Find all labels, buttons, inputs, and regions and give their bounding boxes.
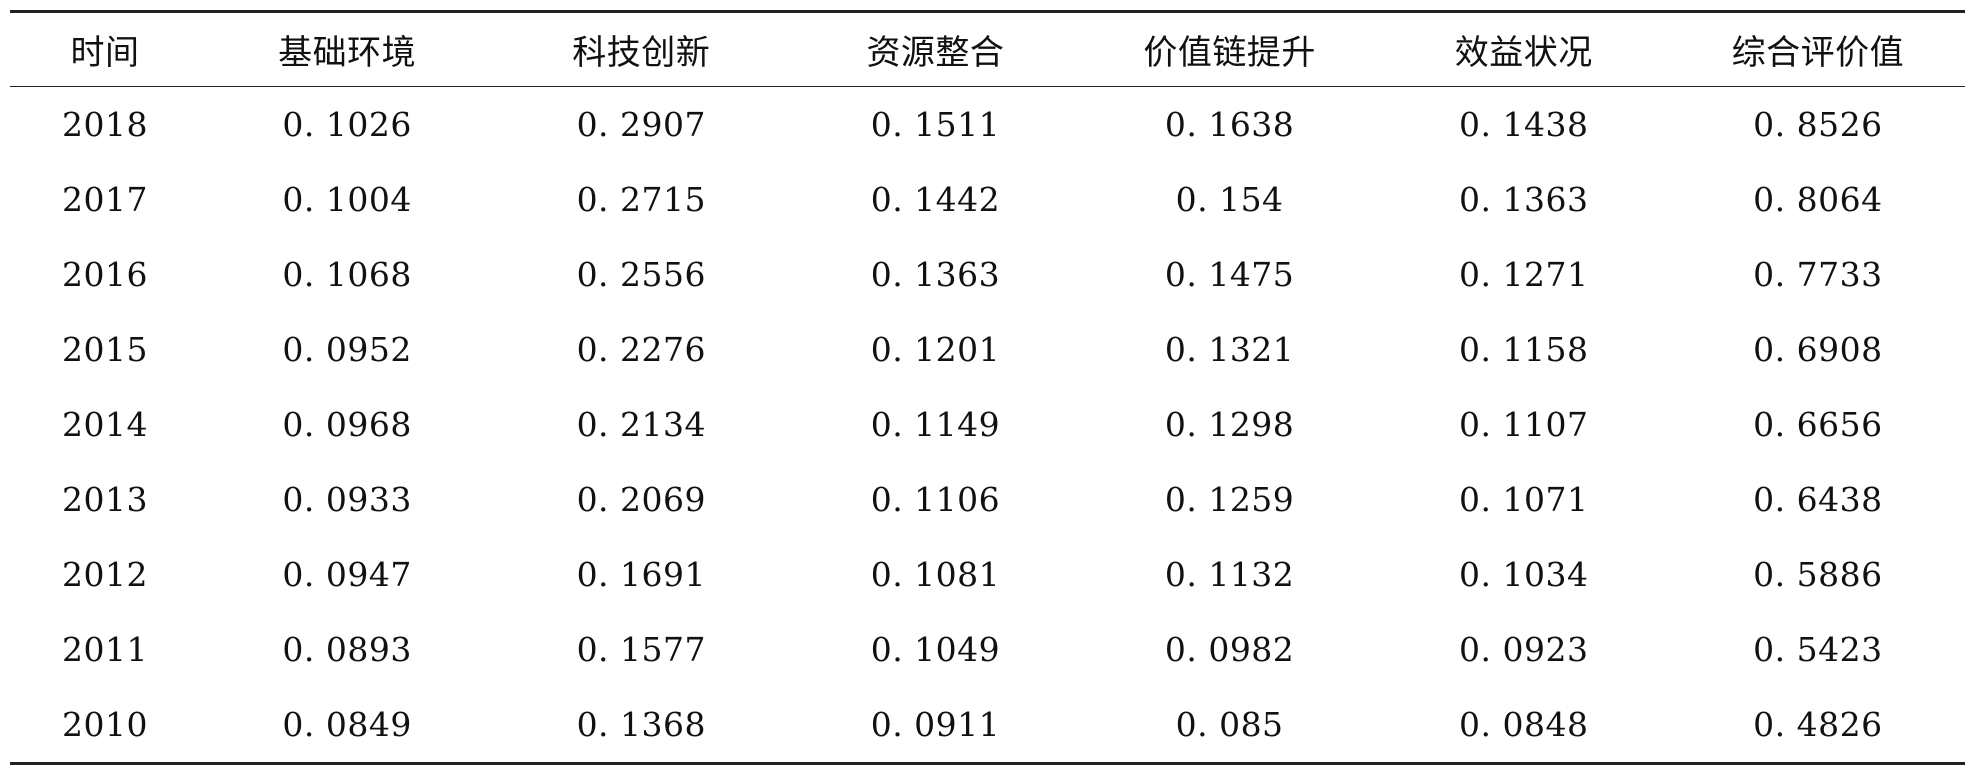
header-basic-environment: 基础环境: [278, 33, 417, 73]
cell-value-chain-upgrade: 0. 1298: [1164, 405, 1295, 444]
cell-value-chain-upgrade: 0. 154: [1175, 180, 1284, 219]
table-row: 2012 0. 0947 0. 1691 0. 1081 0. 1132 0. …: [10, 537, 1965, 612]
evaluation-table: 时间 基础环境 科技创新 资源整合 价值链提升 效益状况 综合评价值 2018 …: [10, 10, 1965, 765]
table-row: 2015 0. 0952 0. 2276 0. 1201 0. 1321 0. …: [10, 312, 1965, 387]
header-benefit-status: 效益状况: [1454, 33, 1593, 73]
header-row: 时间 基础环境 科技创新 资源整合 价值链提升 效益状况 综合评价值: [10, 11, 1965, 87]
table-header: 时间 基础环境 科技创新 资源整合 价值链提升 效益状况 综合评价值: [10, 11, 1965, 87]
cell-basic-environment: 0. 0947: [282, 555, 412, 594]
cell-year: 2012: [62, 555, 149, 594]
cell-year: 2015: [62, 330, 149, 369]
table-row: 2013 0. 0933 0. 2069 0. 1106 0. 1259 0. …: [10, 462, 1965, 537]
cell-composite-score: 0. 4826: [1753, 705, 1883, 744]
cell-composite-score: 0. 8526: [1753, 105, 1883, 144]
cell-tech-innovation: 0. 2069: [576, 480, 707, 519]
table-row: 2014 0. 0968 0. 2134 0. 1149 0. 1298 0. …: [10, 387, 1965, 462]
table-row: 2016 0. 1068 0. 2556 0. 1363 0. 1475 0. …: [10, 237, 1965, 312]
cell-benefit-status: 0. 1034: [1458, 555, 1589, 594]
cell-year: 2011: [62, 630, 149, 669]
evaluation-table-container: 时间 基础环境 科技创新 资源整合 价值链提升 效益状况 综合评价值 2018 …: [10, 10, 1965, 765]
cell-value-chain-upgrade: 0. 0982: [1164, 630, 1295, 669]
cell-value-chain-upgrade: 0. 1132: [1164, 555, 1295, 594]
cell-resource-integration: 0. 1149: [870, 405, 1001, 444]
cell-value-chain-upgrade: 0. 1259: [1164, 480, 1295, 519]
cell-year: 2013: [62, 480, 149, 519]
cell-tech-innovation: 0. 1577: [576, 630, 707, 669]
cell-composite-score: 0. 6656: [1753, 405, 1883, 444]
cell-basic-environment: 0. 0968: [282, 405, 412, 444]
cell-resource-integration: 0. 1081: [870, 555, 1001, 594]
cell-benefit-status: 0. 0923: [1458, 630, 1589, 669]
cell-basic-environment: 0. 0849: [282, 705, 412, 744]
cell-resource-integration: 0. 1106: [870, 480, 1001, 519]
table-row: 2011 0. 0893 0. 1577 0. 1049 0. 0982 0. …: [10, 612, 1965, 687]
header-resource-integration: 资源整合: [866, 33, 1005, 73]
cell-resource-integration: 0. 1201: [870, 330, 1001, 369]
table-row: 2017 0. 1004 0. 2715 0. 1442 0. 154 0. 1…: [10, 162, 1965, 237]
cell-benefit-status: 0. 1271: [1458, 255, 1589, 294]
cell-resource-integration: 0. 0911: [870, 705, 1001, 744]
cell-benefit-status: 0. 1071: [1458, 480, 1589, 519]
table-body: 2018 0. 1026 0. 2907 0. 1511 0. 1638 0. …: [10, 87, 1965, 764]
cell-resource-integration: 0. 1049: [870, 630, 1001, 669]
cell-tech-innovation: 0. 2134: [576, 405, 707, 444]
cell-tech-innovation: 0. 2715: [576, 180, 707, 219]
header-tech-innovation: 科技创新: [572, 33, 711, 73]
cell-basic-environment: 0. 0933: [282, 480, 412, 519]
cell-composite-score: 0. 6438: [1753, 480, 1883, 519]
cell-year: 2016: [62, 255, 149, 294]
cell-tech-innovation: 0. 1691: [576, 555, 707, 594]
cell-composite-score: 0. 6908: [1753, 330, 1883, 369]
cell-year: 2018: [62, 105, 149, 144]
header-time: 时间: [70, 33, 140, 73]
cell-benefit-status: 0. 1158: [1458, 330, 1589, 369]
cell-value-chain-upgrade: 0. 085: [1175, 705, 1284, 744]
table-row: 2010 0. 0849 0. 1368 0. 0911 0. 085 0. 0…: [10, 687, 1965, 764]
cell-benefit-status: 0. 1107: [1458, 405, 1589, 444]
cell-composite-score: 0. 7733: [1753, 255, 1883, 294]
cell-composite-score: 0. 5886: [1753, 555, 1883, 594]
cell-basic-environment: 0. 0952: [282, 330, 412, 369]
cell-benefit-status: 0. 1363: [1458, 180, 1589, 219]
cell-tech-innovation: 0. 2556: [576, 255, 707, 294]
cell-resource-integration: 0. 1363: [870, 255, 1001, 294]
header-value-chain-upgrade: 价值链提升: [1143, 33, 1316, 73]
cell-value-chain-upgrade: 0. 1475: [1164, 255, 1295, 294]
cell-basic-environment: 0. 1068: [282, 255, 412, 294]
cell-resource-integration: 0. 1511: [870, 105, 1001, 144]
cell-benefit-status: 0. 1438: [1458, 105, 1589, 144]
header-composite-score: 综合评价值: [1731, 33, 1905, 73]
cell-value-chain-upgrade: 0. 1321: [1164, 330, 1295, 369]
cell-benefit-status: 0. 0848: [1458, 705, 1589, 744]
cell-resource-integration: 0. 1442: [870, 180, 1001, 219]
cell-basic-environment: 0. 0893: [282, 630, 412, 669]
cell-year: 2014: [62, 405, 149, 444]
cell-basic-environment: 0. 1026: [282, 105, 412, 144]
cell-year: 2017: [62, 180, 149, 219]
table-row: 2018 0. 1026 0. 2907 0. 1511 0. 1638 0. …: [10, 87, 1965, 163]
cell-basic-environment: 0. 1004: [282, 180, 412, 219]
cell-composite-score: 0. 8064: [1753, 180, 1883, 219]
cell-tech-innovation: 0. 2276: [576, 330, 707, 369]
cell-tech-innovation: 0. 1368: [576, 705, 707, 744]
cell-year: 2010: [62, 705, 149, 744]
cell-tech-innovation: 0. 2907: [576, 105, 707, 144]
cell-composite-score: 0. 5423: [1753, 630, 1883, 669]
cell-value-chain-upgrade: 0. 1638: [1164, 105, 1295, 144]
